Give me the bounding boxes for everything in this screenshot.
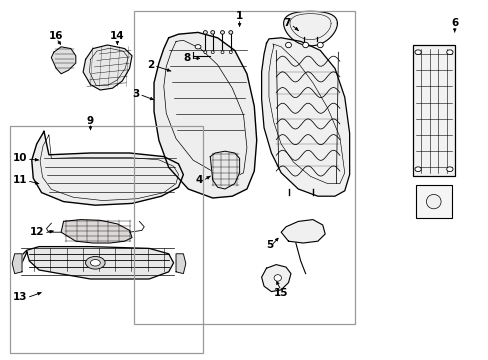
Text: 10: 10 — [12, 153, 27, 163]
Ellipse shape — [414, 50, 421, 54]
Polygon shape — [32, 131, 183, 205]
Text: 2: 2 — [146, 60, 154, 70]
Text: 16: 16 — [49, 31, 63, 41]
Text: 7: 7 — [283, 18, 290, 28]
Ellipse shape — [285, 42, 291, 48]
Text: 1: 1 — [236, 11, 243, 21]
Bar — [134, 11, 354, 324]
Polygon shape — [210, 151, 239, 189]
Ellipse shape — [85, 256, 105, 269]
Bar — [412, 45, 454, 176]
Polygon shape — [51, 47, 76, 74]
Ellipse shape — [446, 167, 452, 171]
Ellipse shape — [414, 167, 421, 171]
Ellipse shape — [446, 50, 452, 54]
Text: 14: 14 — [110, 31, 124, 41]
Polygon shape — [12, 254, 22, 274]
Polygon shape — [261, 38, 349, 196]
Polygon shape — [283, 11, 337, 46]
Bar — [10, 126, 203, 353]
Text: 15: 15 — [273, 288, 288, 298]
Ellipse shape — [195, 45, 201, 49]
Ellipse shape — [211, 51, 214, 54]
Ellipse shape — [273, 275, 281, 281]
Text: 12: 12 — [29, 227, 44, 237]
Ellipse shape — [203, 51, 206, 54]
Polygon shape — [61, 220, 132, 243]
Text: 4: 4 — [195, 175, 203, 185]
Text: 3: 3 — [132, 89, 139, 99]
Text: 6: 6 — [450, 18, 457, 28]
Ellipse shape — [220, 31, 224, 34]
Text: 5: 5 — [266, 240, 273, 250]
Polygon shape — [261, 265, 290, 292]
Text: 9: 9 — [87, 116, 94, 126]
Ellipse shape — [210, 31, 214, 34]
Ellipse shape — [203, 31, 207, 34]
Ellipse shape — [317, 42, 323, 48]
Ellipse shape — [90, 260, 100, 266]
Polygon shape — [154, 32, 256, 198]
Polygon shape — [20, 247, 173, 279]
Text: 11: 11 — [12, 175, 27, 185]
Polygon shape — [281, 220, 325, 243]
Ellipse shape — [228, 31, 232, 34]
Polygon shape — [176, 254, 185, 274]
Polygon shape — [83, 45, 132, 90]
Text: 8: 8 — [183, 53, 190, 63]
Bar — [415, 185, 451, 218]
Ellipse shape — [426, 194, 440, 209]
Ellipse shape — [302, 42, 308, 48]
Ellipse shape — [229, 51, 232, 54]
Text: 13: 13 — [12, 292, 27, 302]
Ellipse shape — [221, 51, 224, 54]
